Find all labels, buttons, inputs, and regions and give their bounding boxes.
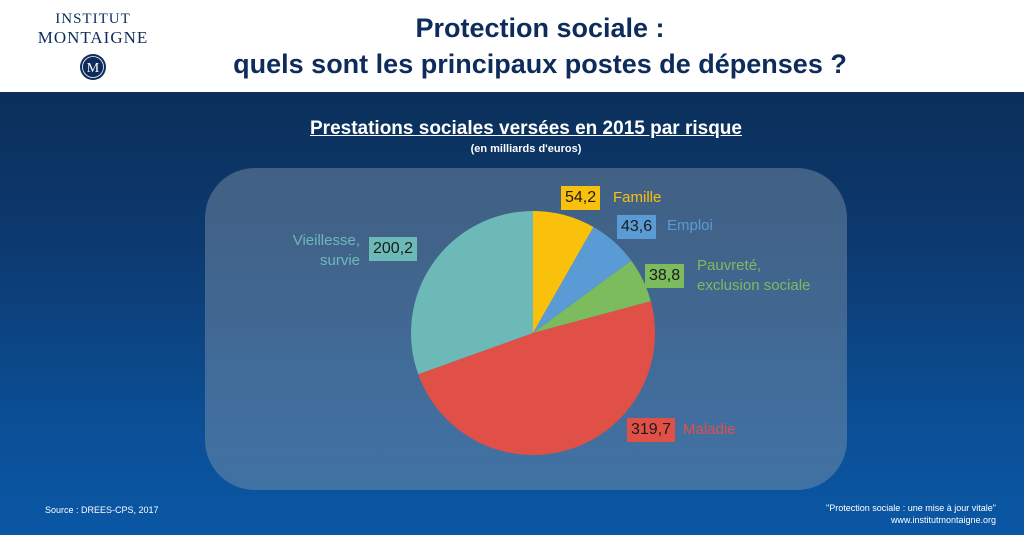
credit-line-1: "Protection sociale : une mise à jour vi… xyxy=(826,503,996,513)
pie-slice-famille xyxy=(533,211,594,333)
header: INSTITUT MONTAIGNE M Protection sociale … xyxy=(0,0,1024,92)
slice-label-emploi: Emploi xyxy=(667,217,713,234)
logo-seal-letter: M xyxy=(87,61,100,76)
chart-title: Prestations sociales versées en 2015 par… xyxy=(310,118,742,139)
pie-slice-pauvrete xyxy=(533,260,651,333)
page-title-line-2: quels sont les principaux postes de dépe… xyxy=(233,49,847,79)
institut-montaigne-logo[interactable]: INSTITUT MONTAIGNE M xyxy=(30,10,156,80)
credit-note: "Protection sociale : une mise à jour vi… xyxy=(826,502,996,526)
logo-line-2: MONTAIGNE xyxy=(37,28,149,47)
slice-label-pauvrete-line-2: exclusion sociale xyxy=(697,277,811,294)
pie-slice-emploi xyxy=(533,227,632,333)
slice-value-emploi: 43,6 xyxy=(617,215,657,239)
slice-value-vieillesse: 200,2 xyxy=(369,237,418,261)
logo-line-1: INSTITUT xyxy=(55,11,131,27)
slice-label-maladie: Maladie xyxy=(683,421,736,438)
slice-value-pauvrete: 38,8 xyxy=(645,264,685,288)
slice-label-pauvrete-line-1: Pauvreté, xyxy=(697,257,762,274)
logo-seal-icon: M xyxy=(80,54,106,80)
page-title-line-1: Protection sociale : xyxy=(415,13,665,43)
slice-label-vieillesse-line-2: survie xyxy=(319,252,360,269)
pie-slice-maladie xyxy=(418,301,655,455)
slice-label-vieillesse-line-1: Vieillesse, xyxy=(292,232,360,249)
source-note: Source : DREES-CPS, 2017 xyxy=(45,505,159,515)
slice-value-famille: 54,2 xyxy=(561,186,601,210)
chart-subtitle: (en milliards d'euros) xyxy=(470,143,582,155)
slice-label-famille: Famille xyxy=(613,189,662,206)
slice-value-maladie: 319,7 xyxy=(627,418,676,442)
credit-line-2[interactable]: www.institutmontaigne.org xyxy=(890,515,996,525)
pie-slice-vieillesse xyxy=(411,210,533,375)
